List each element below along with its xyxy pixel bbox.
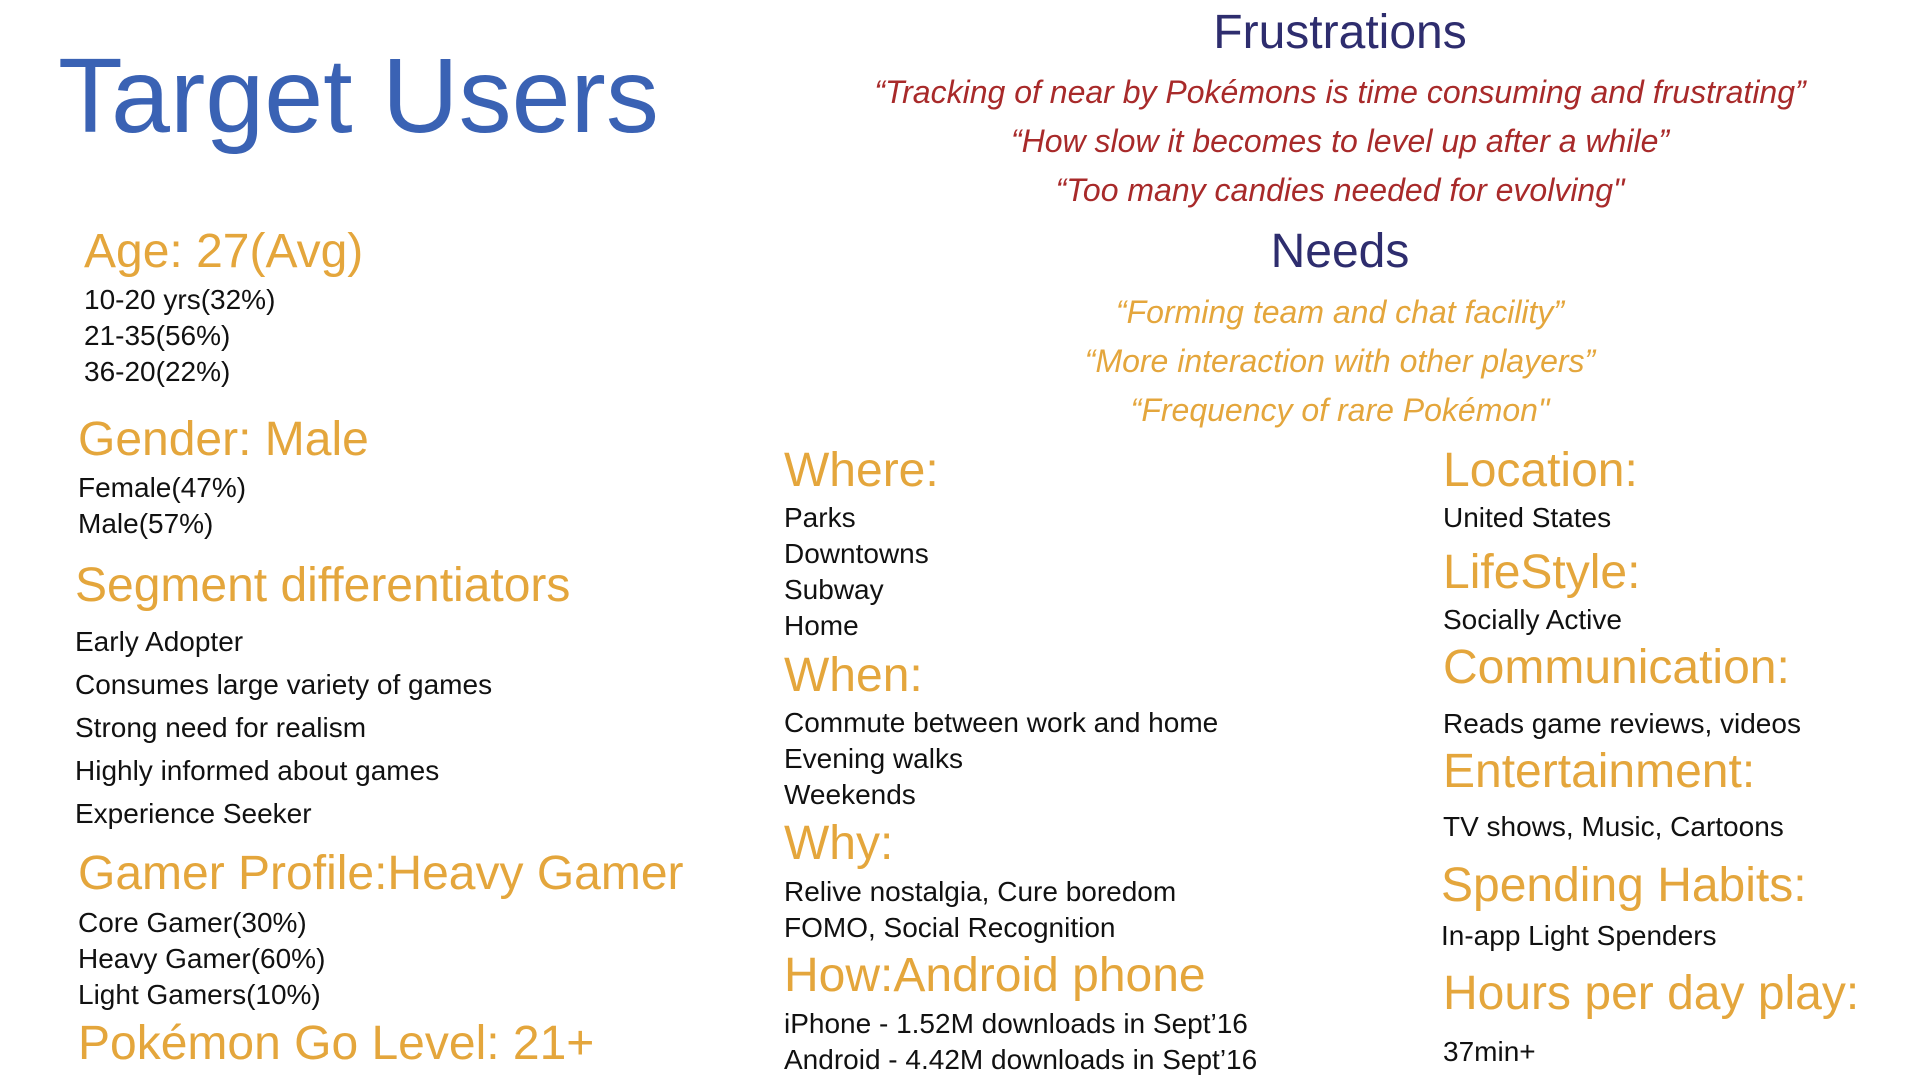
hours-per-day-heading: Hours per day play: xyxy=(1443,967,1860,1020)
how-heading: How:Android phone xyxy=(784,949,1206,1002)
list-item: Relive nostalgia, Cure boredom xyxy=(784,876,1177,907)
list-item: Parks xyxy=(784,502,856,533)
segment-heading: Segment differentiators xyxy=(75,559,571,612)
list-item: Heavy Gamer(60%) xyxy=(78,943,326,974)
location-list: United States xyxy=(1443,500,1611,536)
frustrations-heading: Frustrations xyxy=(1213,6,1467,59)
list-item: In-app Light Spenders xyxy=(1441,920,1717,951)
where-heading: Where: xyxy=(784,444,939,497)
lifestyle-list: Socially Active xyxy=(1443,602,1622,638)
communication-list: Reads game reviews, videos xyxy=(1443,706,1801,742)
list-item: Evening walks xyxy=(784,743,963,774)
frustrations-quotes: “Tracking of near by Pokémons is time co… xyxy=(790,68,1890,215)
list-item: Weekends xyxy=(784,779,916,810)
list-item: Android - 4.42M downloads in Sept’16 xyxy=(784,1044,1258,1075)
pokemon-level-heading: Pokémon Go Level: 21+ xyxy=(78,1017,595,1070)
needs-heading: Needs xyxy=(1270,225,1410,278)
need-quote: “Forming team and chat facility” xyxy=(1115,294,1565,330)
gamer-profile-list: Core Gamer(30%) Heavy Gamer(60%) Light G… xyxy=(78,905,325,1013)
list-item: Male(57%) xyxy=(78,508,214,539)
when-list: Commute between work and home Evening wa… xyxy=(784,705,1218,813)
list-item: Commute between work and home xyxy=(784,707,1219,738)
age-heading: Age: 27(Avg) xyxy=(84,225,364,278)
lifestyle-heading: LifeStyle: xyxy=(1443,546,1641,599)
gender-heading: Gender: Male xyxy=(78,413,369,466)
list-item: Female(47%) xyxy=(78,472,247,503)
list-item: Light Gamers(10%) xyxy=(78,979,321,1010)
list-item: 21-35(56%) xyxy=(84,320,231,351)
list-item: Reads game reviews, videos xyxy=(1443,708,1801,739)
list-item: Early Adopter xyxy=(75,626,244,657)
entertainment-list: TV shows, Music, Cartoons xyxy=(1443,809,1784,845)
list-item: 37min+ xyxy=(1443,1036,1536,1067)
location-heading: Location: xyxy=(1443,444,1638,497)
segment-list: Early Adopter Consumes large variety of … xyxy=(75,620,492,835)
why-list: Relive nostalgia, Cure boredom FOMO, Soc… xyxy=(784,874,1176,946)
list-item: iPhone - 1.52M downloads in Sept’16 xyxy=(784,1008,1248,1039)
hours-per-day-list: 37min+ xyxy=(1443,1034,1536,1070)
spending-habits-heading: Spending Habits: xyxy=(1441,859,1807,912)
entertainment-heading: Entertainment: xyxy=(1443,745,1756,798)
list-item: Experience Seeker xyxy=(75,798,312,829)
list-item: Highly informed about games xyxy=(75,755,440,786)
age-list: 10-20 yrs(32%) 21-35(56%) 36-20(22%) xyxy=(84,282,275,390)
when-heading: When: xyxy=(784,649,923,702)
page-title: Target Users xyxy=(58,37,659,155)
gamer-profile-heading: Gamer Profile:Heavy Gamer xyxy=(78,847,684,900)
list-item: 10-20 yrs(32%) xyxy=(84,284,276,315)
frustration-quote: “Tracking of near by Pokémons is time co… xyxy=(874,74,1806,110)
list-item: Home xyxy=(784,610,859,641)
why-heading: Why: xyxy=(784,817,894,870)
list-item: Subway xyxy=(784,574,884,605)
list-item: Core Gamer(30%) xyxy=(78,907,307,938)
list-item: 36-20(22%) xyxy=(84,356,231,387)
spending-habits-list: In-app Light Spenders xyxy=(1441,918,1717,954)
needs-quotes: “Forming team and chat facility” “More i… xyxy=(790,288,1890,435)
need-quote: “More interaction with other players” xyxy=(1084,343,1596,379)
frustration-quote: “How slow it becomes to level up after a… xyxy=(1010,123,1670,159)
list-item: Downtowns xyxy=(784,538,929,569)
gender-list: Female(47%) Male(57%) xyxy=(78,470,246,542)
list-item: Socially Active xyxy=(1443,604,1622,635)
list-item: Strong need for realism xyxy=(75,712,367,743)
list-item: FOMO, Social Recognition xyxy=(784,912,1116,943)
list-item: TV shows, Music, Cartoons xyxy=(1443,811,1784,842)
how-list: iPhone - 1.52M downloads in Sept’16 Andr… xyxy=(784,1006,1257,1078)
where-list: Parks Downtowns Subway Home xyxy=(784,500,929,644)
frustration-quote: “Too many candies needed for evolving" xyxy=(1055,172,1625,208)
communication-heading: Communication: xyxy=(1443,641,1790,694)
list-item: Consumes large variety of games xyxy=(75,669,493,700)
need-quote: “Frequency of rare Pokémon" xyxy=(1130,392,1550,428)
list-item: United States xyxy=(1443,502,1612,533)
